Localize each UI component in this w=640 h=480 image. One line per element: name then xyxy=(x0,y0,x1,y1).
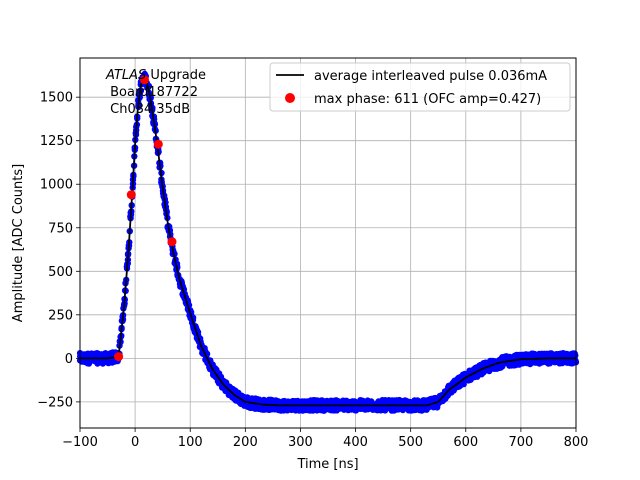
max-phase-marker xyxy=(153,139,163,149)
max-phase-marker xyxy=(126,190,136,200)
y-tick-label: 500 xyxy=(48,265,73,280)
channel-label: Ch034 35dB xyxy=(106,102,190,117)
legend-entry-average: average interleaved pulse 0.036mA xyxy=(314,69,547,84)
x-tick-label: 300 xyxy=(288,435,313,450)
y-axis-label: Amplitude [ADC Counts] xyxy=(11,164,26,322)
legend-marker-icon xyxy=(285,93,295,103)
y-tick-label: −250 xyxy=(37,395,73,410)
x-tick-label: 700 xyxy=(508,435,533,450)
legend-box xyxy=(269,62,571,112)
x-tick-label: 100 xyxy=(178,435,203,450)
max-phase-marker xyxy=(114,352,124,362)
y-tick-label: 250 xyxy=(48,308,73,323)
legend-entry-max-phase: max phase: 611 (OFC amp=0.427) xyxy=(314,92,541,107)
average-pulse-line xyxy=(80,77,576,407)
scatter-series xyxy=(76,70,580,414)
scatter-point xyxy=(572,352,579,359)
board-label: Board187722 xyxy=(106,85,198,100)
atlas-label: ATLAS xyxy=(105,68,146,83)
plot-area xyxy=(76,70,580,414)
x-tick-label: −100 xyxy=(62,435,98,450)
upgrade-label: Upgrade xyxy=(146,68,206,83)
x-tick-label: 400 xyxy=(343,435,368,450)
y-tick-label: 1250 xyxy=(40,134,73,149)
x-axis-label: Time [ns] xyxy=(296,457,358,472)
axes-frame xyxy=(79,57,577,429)
max-phase-marker xyxy=(167,237,177,247)
x-tick-label: 800 xyxy=(564,435,589,450)
scatter-point xyxy=(460,380,467,388)
y-tick-label: 1500 xyxy=(40,91,73,106)
y-axis: −250 0 250 500 750 1000 1250 1500 xyxy=(37,91,80,410)
x-tick-label: 600 xyxy=(453,435,478,450)
y-tick-label: 0 xyxy=(65,352,73,367)
x-axis: −100 0 100 200 300 400 500 600 700 800 xyxy=(62,428,588,450)
legend: average interleaved pulse 0.036mA max ph… xyxy=(269,62,571,112)
x-tick-label: 200 xyxy=(233,435,258,450)
max-phase-marker xyxy=(140,75,149,85)
y-tick-label: 1000 xyxy=(40,178,73,193)
atlas-annotation-line1: ATLAS Upgrade xyxy=(105,68,206,83)
y-tick-label: 750 xyxy=(48,221,73,236)
x-tick-label: 0 xyxy=(131,435,139,450)
x-tick-label: 500 xyxy=(398,435,423,450)
